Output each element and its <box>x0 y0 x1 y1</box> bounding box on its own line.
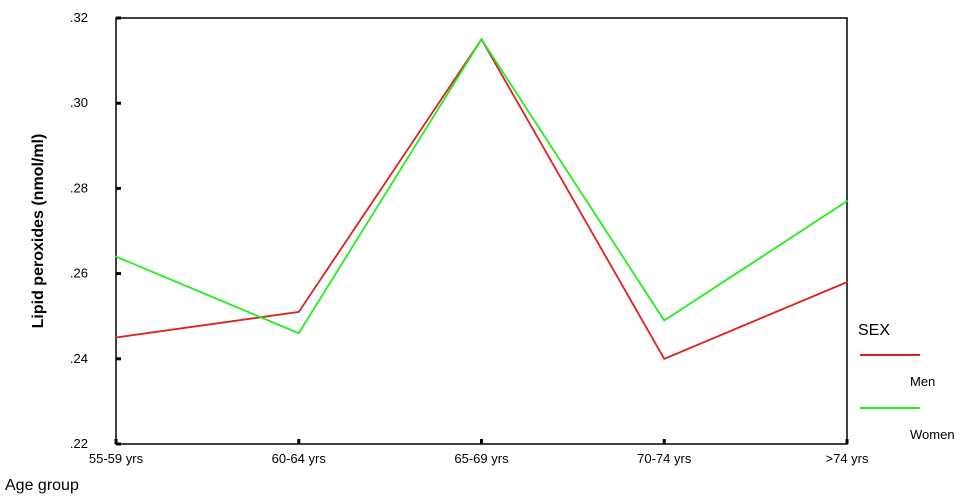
x-axis-label: Age group <box>5 477 79 494</box>
y-tick-label: .26 <box>70 266 88 281</box>
y-axis: .22 .24 .26 .28 .30 .32 <box>70 10 121 451</box>
x-tick-label: 55-59 yrs <box>89 451 144 466</box>
series-lines <box>115 37 848 360</box>
data-point-men <box>846 281 848 284</box>
series-line-men <box>115 37 848 360</box>
y-tick-label: .32 <box>70 10 88 25</box>
data-point-women <box>846 200 848 203</box>
data-point-women <box>663 319 666 322</box>
legend-title: SEX <box>858 322 890 339</box>
data-point-women <box>297 332 300 335</box>
legend-label-women: Women <box>910 427 955 442</box>
y-axis-label: Lipid peroxides (nmol/ml) <box>30 134 47 329</box>
data-point-women <box>480 38 483 41</box>
plot-frame <box>115 17 848 445</box>
x-tick-label: 70-74 yrs <box>637 451 692 466</box>
data-point-men <box>115 336 117 339</box>
x-tick-label: 65-69 yrs <box>454 451 509 466</box>
x-axis: 55-59 yrs 60-64 yrs 65-69 yrs 70-74 yrs >74 … <box>89 439 869 466</box>
x-tick-label: >74 yrs <box>826 451 869 466</box>
legend: SEX Men Women <box>858 322 955 442</box>
data-point-men <box>663 357 666 360</box>
data-point-men <box>297 311 300 313</box>
y-tick-label: .30 <box>70 95 88 110</box>
x-tick-label: 60-64 yrs <box>272 451 327 466</box>
data-point-women <box>115 255 117 258</box>
legend-label-men: Men <box>910 374 935 389</box>
y-tick-label: .24 <box>70 351 88 366</box>
y-tick-label: .22 <box>70 436 88 451</box>
y-tick-label: .28 <box>70 180 88 195</box>
series-line-women <box>115 37 848 335</box>
